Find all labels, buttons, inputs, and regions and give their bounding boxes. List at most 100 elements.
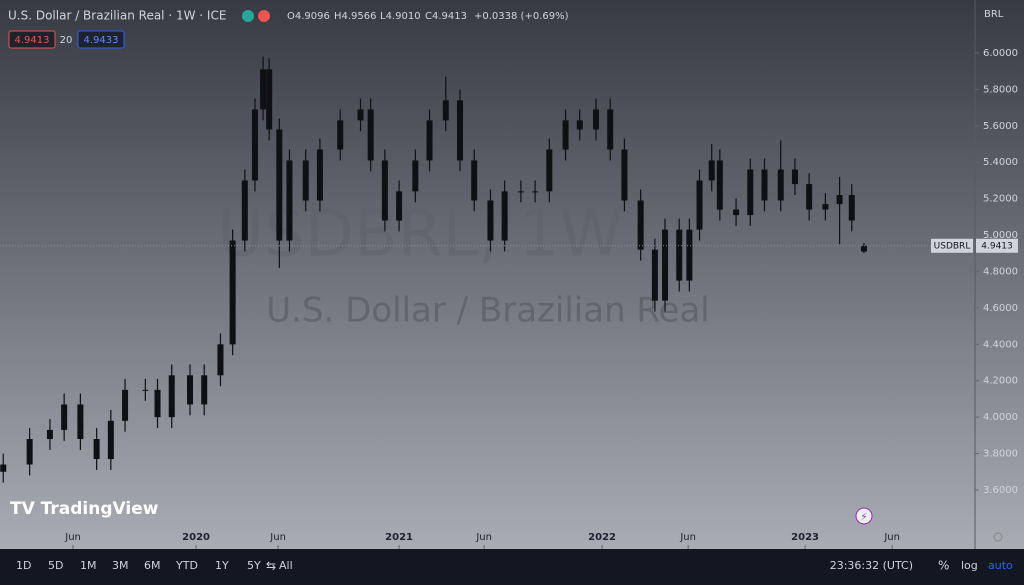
- logo[interactable]: 𝗧𝗩 TradingView: [10, 499, 159, 519]
- x-tick-label: Jun: [269, 532, 286, 543]
- candle-body: [142, 389, 149, 391]
- price-symbol: USDBRL: [934, 241, 971, 251]
- candle-body: [426, 120, 433, 161]
- candle-body: [621, 149, 628, 201]
- candle-body: [501, 191, 508, 241]
- candle-body: [396, 191, 403, 221]
- candle-body: [251, 109, 258, 181]
- range-button[interactable]: 1Y: [215, 559, 229, 572]
- candle-body: [456, 100, 463, 161]
- range-button[interactable]: 1M: [80, 559, 97, 572]
- candle-body: [806, 184, 813, 210]
- symbol-title: U.S. Dollar / Brazilian Real · 1W · ICE: [8, 9, 226, 23]
- candle-body: [593, 109, 600, 130]
- percent-toggle[interactable]: %: [938, 559, 949, 573]
- candle-body: [26, 439, 33, 465]
- candle-body: [286, 160, 293, 241]
- ohlc-change: +0.0338 (+0.69%): [474, 11, 569, 22]
- candle-body: [761, 169, 768, 201]
- y-tick-label: 5.8000: [983, 84, 1018, 95]
- buy-button[interactable]: [77, 30, 125, 49]
- x-tick-label: 2022: [588, 532, 616, 543]
- candle-body: [487, 200, 494, 241]
- toggle[interactable]: [258, 10, 270, 22]
- range-button[interactable]: 5Y: [247, 559, 261, 572]
- date-range-icon[interactable]: ⇆: [266, 559, 276, 573]
- y-tick-label: 6.0000: [983, 48, 1018, 59]
- candle-body: [442, 100, 449, 121]
- ohlc-open: O4.9096: [287, 11, 330, 22]
- y-tick-label: 5.6000: [983, 121, 1018, 132]
- y-tick-label: 4.0000: [983, 412, 1018, 423]
- candle-body: [412, 160, 419, 192]
- sell-button[interactable]: [8, 30, 56, 49]
- candle-body: [337, 120, 344, 150]
- range-button[interactable]: 3M: [112, 559, 129, 572]
- candle-body: [229, 240, 236, 345]
- sell-price[interactable]: 4.9413: [15, 35, 50, 46]
- ohlc-high: H4.9566: [334, 11, 377, 22]
- candle-body: [260, 69, 267, 110]
- spread: 20: [60, 35, 73, 46]
- range-button[interactable]: 1D: [16, 559, 31, 572]
- candle-body: [517, 191, 524, 193]
- alert-icon-glyph: ⚡: [860, 512, 867, 523]
- alert-icon[interactable]: [855, 507, 873, 525]
- range-button[interactable]: All: [279, 559, 293, 572]
- watermark-name: U.S. Dollar / Brazilian Real: [266, 291, 709, 331]
- candle-body: [357, 109, 364, 121]
- candle-body: [381, 160, 388, 221]
- candle-body: [860, 245, 867, 252]
- y-tick-label: 4.6000: [983, 303, 1018, 314]
- candle-body: [201, 375, 208, 405]
- candle-body: [471, 160, 478, 201]
- y-tick-label: 5.2000: [983, 194, 1018, 205]
- range-button[interactable]: 5D: [48, 559, 63, 572]
- range-button[interactable]: YTD: [175, 559, 198, 572]
- candle-body: [46, 429, 53, 440]
- candle-body: [77, 404, 84, 440]
- candle-body: [532, 191, 539, 193]
- settings-icon[interactable]: [993, 532, 1003, 542]
- candle-body: [0, 464, 7, 472]
- y-tick-label: 3.6000: [983, 485, 1018, 496]
- currency-select[interactable]: BRL: [984, 9, 1004, 20]
- candle-body: [266, 69, 273, 130]
- candle-body: [662, 229, 669, 301]
- buy-price[interactable]: 4.9433: [84, 35, 119, 46]
- toggle[interactable]: [242, 10, 254, 22]
- plot: [0, 52, 979, 549]
- candle-body: [546, 149, 553, 192]
- candle-body: [217, 344, 224, 376]
- log-toggle[interactable]: log: [961, 559, 978, 572]
- auto-toggle[interactable]: auto: [988, 559, 1013, 572]
- ohlc-close: C4.9413: [425, 11, 467, 22]
- candle-body: [93, 439, 100, 460]
- candle-body: [276, 129, 283, 241]
- candle-body: [107, 420, 114, 460]
- candle-body: [676, 229, 683, 281]
- candle-body: [822, 204, 829, 210]
- clock: 23:36:32 (UTC): [830, 559, 913, 572]
- candle-body: [696, 180, 703, 230]
- candle-body: [168, 375, 175, 418]
- bottom-toolbar: [0, 549, 1024, 581]
- candle-body: [637, 200, 644, 250]
- logo-text: TradingView: [41, 499, 159, 519]
- y-tick-label: 4.4000: [983, 339, 1018, 350]
- candle-body: [576, 120, 583, 130]
- x-tick-label: Jun: [64, 532, 81, 543]
- candle-body: [607, 109, 614, 150]
- range-button[interactable]: 6M: [144, 559, 161, 572]
- candle-body: [154, 389, 161, 418]
- candle-body: [686, 229, 693, 281]
- candle-body: [241, 180, 248, 241]
- candle-body: [316, 149, 323, 201]
- x-tick-label: Jun: [475, 532, 492, 543]
- y-tick-label: 4.8000: [983, 266, 1018, 277]
- x-tick-label: Jun: [679, 532, 696, 543]
- price-value-box: [976, 238, 1018, 253]
- y-tick-label: 5.4000: [983, 157, 1018, 168]
